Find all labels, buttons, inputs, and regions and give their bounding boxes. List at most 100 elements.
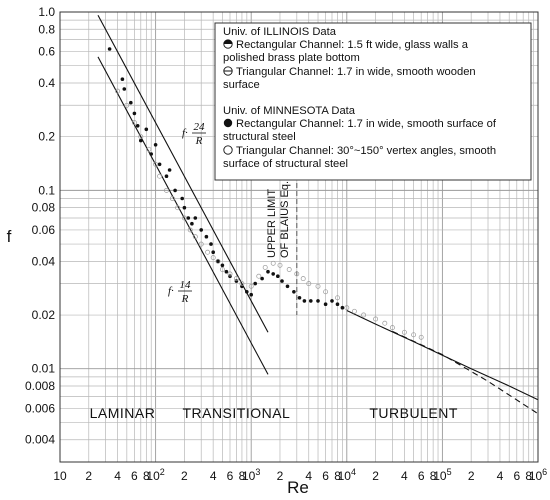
y-tick-label: 0.6 [38,45,55,59]
data-point [233,276,239,282]
data-point [180,196,184,201]
formula-denominator: R [181,293,189,305]
legend-line: Rectangular Channel: 1.7 in wide, smooth… [236,118,497,130]
plot-frame [59,11,539,463]
data-point [315,283,321,289]
data-point [344,305,350,311]
data-point [205,249,211,255]
y-tick-label: 0.08 [32,201,56,215]
data-point [169,196,175,201]
data-point [157,173,163,179]
x-tick-label: 6 [322,469,329,483]
data-point [122,87,127,91]
data-point [124,102,130,108]
legend-line: surface of structural steel [223,158,348,170]
data-point [181,215,187,221]
x-tick-label: 4 [305,469,312,483]
formula-numerator: 24 [194,121,206,133]
data-point [351,308,357,314]
data-point [173,188,177,193]
region-label: TURBULENT [369,405,458,421]
data-point [216,259,220,264]
curves [97,14,539,415]
y-tick-label: 0.008 [25,379,55,393]
data-point [219,267,225,272]
legend-box [214,22,532,181]
x-tick-label: 4 [401,469,408,483]
x-tick-exponent: 3 [255,467,260,477]
curve-f24 [97,14,269,333]
blasius-annotation-line: OF BLAIUS Eq. [279,181,291,258]
data-points [107,47,424,340]
data-point [149,152,153,156]
data-point [131,120,137,126]
data-point [215,258,221,264]
data-point [270,260,276,266]
data-point [330,299,334,303]
formula-numerator: 14 [180,279,192,291]
data-point [256,273,262,279]
data-point [139,138,143,143]
grid-lines [59,11,538,463]
data-point [187,227,193,233]
data-point [157,162,162,167]
curve-turbulent [392,330,539,415]
data-point [302,299,307,303]
data-point [253,281,257,286]
data-point [300,276,306,282]
data-point [340,305,345,310]
data-point [193,216,198,220]
data-point [271,272,276,276]
data-point [153,143,158,147]
curve-f14 [97,56,269,375]
data-point [262,264,268,270]
x-tick-label: 2 [85,469,92,483]
x-tick-exponent: 6 [542,467,547,477]
data-point [248,283,254,289]
data-point [276,274,280,279]
data-point [316,299,320,303]
y-tick-label: 0.006 [25,401,55,415]
x-axis-title: Re [287,478,309,497]
data-point [335,302,340,307]
legend-line: Univ. of MINNESOTA Data [223,105,356,117]
data-point [335,295,340,301]
data-point [198,241,204,247]
data-point [323,302,328,307]
data-point [167,168,172,172]
x-tick-label: 4 [114,469,121,483]
data-point [227,271,233,277]
x-tick-label: 2 [277,469,284,483]
data-point [209,242,213,246]
data-point [164,187,169,193]
data-point [286,267,292,272]
data-point [192,234,198,240]
data-point [210,255,216,261]
data-point [361,312,367,318]
x-tick-exponent: 5 [447,467,452,477]
legend-line: Triangular Channel: 30°~150° vertex angl… [236,145,496,157]
data-point [135,124,140,128]
region-label: TRANSITIONAL [182,405,290,421]
x-tick-label: 2 [372,469,379,483]
formula-f14: f· 14 R [168,279,192,305]
x-tick-label: 6 [227,469,234,483]
x-tick-exponent: 2 [160,467,165,477]
data-point [107,47,112,51]
legend-line: surface [223,79,260,91]
data-point [306,281,312,287]
x-tick-label: 8 [143,469,150,483]
data-point [373,316,379,322]
x-tick-label: 8 [430,469,437,483]
data-point [164,174,169,178]
x-tick-label: 8 [525,469,532,483]
x-tick-label: 6 [418,469,425,483]
x-tick-label: 2 [181,469,188,483]
y-tick-label: 0.06 [32,223,56,237]
data-point [182,205,187,210]
data-point [266,269,270,274]
y-tick-label: 0.01 [32,362,56,376]
y-tick-label: 0.1 [38,183,55,197]
